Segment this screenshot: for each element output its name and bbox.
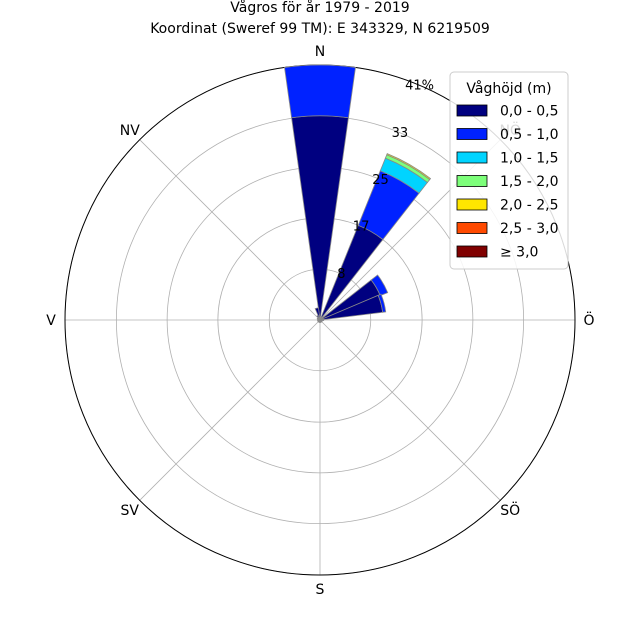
wedge-30-bin-4 (386, 153, 432, 181)
direction-label-5: SV (121, 503, 140, 519)
legend-items: 0,0 - 0,5 0,5 - 1,0 1,0 - 1,5 1,5 - 2,0 2,0 … (456, 104, 558, 261)
polar-labels: NNÖÖSÖSSVVNV817253341% (46, 44, 594, 598)
legend-title: Våghöjd (m) (466, 80, 551, 97)
wedge-180-bin-0 (319, 319, 321, 323)
polar-grid (64, 64, 576, 576)
direction-label-3: SÖ (500, 501, 520, 519)
direction-label-7: NV (120, 123, 140, 139)
wedge-75-bin-1 (377, 293, 387, 313)
direction-label-2: Ö (583, 311, 594, 329)
radial-tick-4: 41% (405, 78, 434, 93)
legend-label-0: 0,0 - 0,5 (500, 104, 558, 120)
legend-label-1: 0,5 - 1,0 (500, 127, 558, 143)
legend-swatch-1 (456, 128, 488, 140)
radial-tick-2: 25 (372, 173, 389, 188)
legend-label-4: 2,0 - 2,5 (500, 198, 558, 214)
legend-swatch-4 (456, 198, 488, 211)
rose-bars (284, 64, 432, 323)
legend-swatch-0 (456, 104, 488, 117)
direction-label-4: S (316, 582, 325, 598)
direction-label-0: N (315, 44, 325, 60)
wedge-0-bin-1 (284, 64, 356, 119)
wedge-60-bin-1 (370, 274, 389, 297)
grid-spoke (319, 319, 501, 501)
grid-spoke (139, 139, 321, 321)
legend-swatch-2 (456, 151, 488, 164)
wedge-330-bin-0 (316, 314, 321, 321)
legend-swatch-3 (456, 175, 488, 187)
wedge-90-bin-0 (319, 319, 325, 321)
legend-label-2: 1,0 - 1,5 (500, 151, 558, 167)
grid-spoke (139, 319, 321, 501)
legend-swatch-6 (456, 245, 488, 258)
legend-label-6: ≥ 3,0 (500, 245, 538, 261)
legend-label-3: 1,5 - 2,0 (500, 174, 558, 190)
radial-tick-0: 8 (337, 267, 345, 282)
chart-title: Vågros för år 1979 - 2019 (230, 0, 409, 16)
legend-frame (449, 71, 569, 270)
direction-label-6: V (46, 313, 56, 329)
chart-subtitle: Koordinat (Sweref 99 TM): E 343329, N 62… (150, 21, 490, 37)
legend-label-5: 2,5 - 3,0 (500, 221, 558, 237)
legend-swatch-5 (456, 222, 488, 234)
radial-tick-3: 33 (392, 126, 409, 141)
radial-tick-1: 17 (353, 220, 370, 235)
wedge-270-bin-0 (317, 319, 321, 321)
legend: Våghöjd (m) 0,0 - 0,5 0,5 - 1,0 1,0 - 1,5 1… (449, 71, 569, 270)
